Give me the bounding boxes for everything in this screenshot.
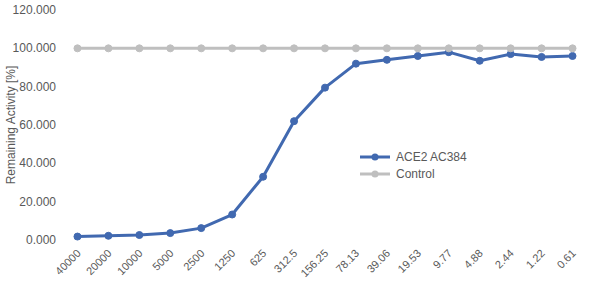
series-line [77, 52, 572, 236]
series [74, 45, 576, 52]
plot-area [74, 45, 576, 240]
x-tick-label: 10000 [115, 247, 145, 277]
series-marker [445, 45, 452, 52]
series-marker [105, 45, 112, 52]
series-marker [352, 45, 359, 52]
x-tick-label: 156.25 [298, 247, 330, 279]
x-tick-label: 1250 [212, 247, 238, 273]
legend-label: ACE2 AC384 [396, 150, 467, 164]
series-marker [229, 45, 236, 52]
series-marker [322, 45, 329, 52]
x-tick-label: 19.53 [395, 247, 423, 275]
series-marker [414, 53, 421, 60]
y-tick-label: 60.000 [19, 118, 56, 132]
x-tick-label: 20000 [84, 247, 114, 277]
chart-svg: 0.000 20.000 40.000 60.000 80.000 100.000 120.… [0, 0, 600, 300]
series-marker [414, 45, 421, 52]
series-marker [569, 53, 576, 60]
y-tick-label: 120.000 [13, 3, 57, 17]
series-marker [105, 232, 112, 239]
series-marker [538, 45, 545, 52]
x-tick-label: 9.77 [431, 247, 455, 271]
series-marker [136, 232, 143, 239]
x-tick-label: 4.88 [461, 247, 485, 271]
legend-marker [372, 171, 379, 178]
series-marker [352, 60, 359, 67]
x-tick-label: 312.5 [272, 247, 300, 275]
series-marker [538, 53, 545, 60]
series-marker [198, 225, 205, 232]
series-marker [260, 173, 267, 180]
series-marker [136, 45, 143, 52]
x-tick-label: 0.61 [554, 247, 578, 271]
x-tick-label: 40000 [53, 247, 83, 277]
y-tick-label: 40.000 [19, 156, 56, 170]
x-tick-label: 5000 [150, 247, 176, 273]
series-marker [167, 45, 174, 52]
chart-container: 0.000 20.000 40.000 60.000 80.000 100.000 120.… [0, 0, 600, 300]
series-marker [167, 230, 174, 237]
y-tick-label: 100.000 [13, 41, 57, 55]
series-marker [569, 45, 576, 52]
x-tick-label: 39.06 [364, 247, 392, 275]
series-marker [74, 233, 81, 240]
x-tick-label: 625 [247, 247, 268, 268]
series-marker [476, 45, 483, 52]
series-marker [229, 211, 236, 218]
y-tick-label: 80.000 [19, 80, 56, 94]
series-marker [74, 45, 81, 52]
x-tick-label: 2500 [181, 247, 207, 273]
series-marker [291, 45, 298, 52]
series-marker [198, 45, 205, 52]
y-axis-label: Remaining Activity [%] [4, 66, 18, 185]
x-tick-label: 78.13 [333, 247, 361, 275]
y-tick-label: 0.000 [26, 233, 56, 247]
legend-marker [372, 154, 379, 161]
series-marker [383, 56, 390, 63]
legend-label: Control [396, 167, 435, 181]
series-marker [322, 84, 329, 91]
series-marker [260, 45, 267, 52]
legend: ACE2 AC384 Control [360, 150, 467, 181]
series-marker [383, 45, 390, 52]
series [74, 49, 576, 240]
x-tick-label: 1.22 [523, 247, 547, 271]
series-marker [291, 118, 298, 125]
series-marker [507, 45, 514, 52]
series-marker [476, 57, 483, 64]
y-tick-label: 20.000 [19, 195, 56, 209]
x-tick-label: 2.44 [492, 247, 516, 271]
